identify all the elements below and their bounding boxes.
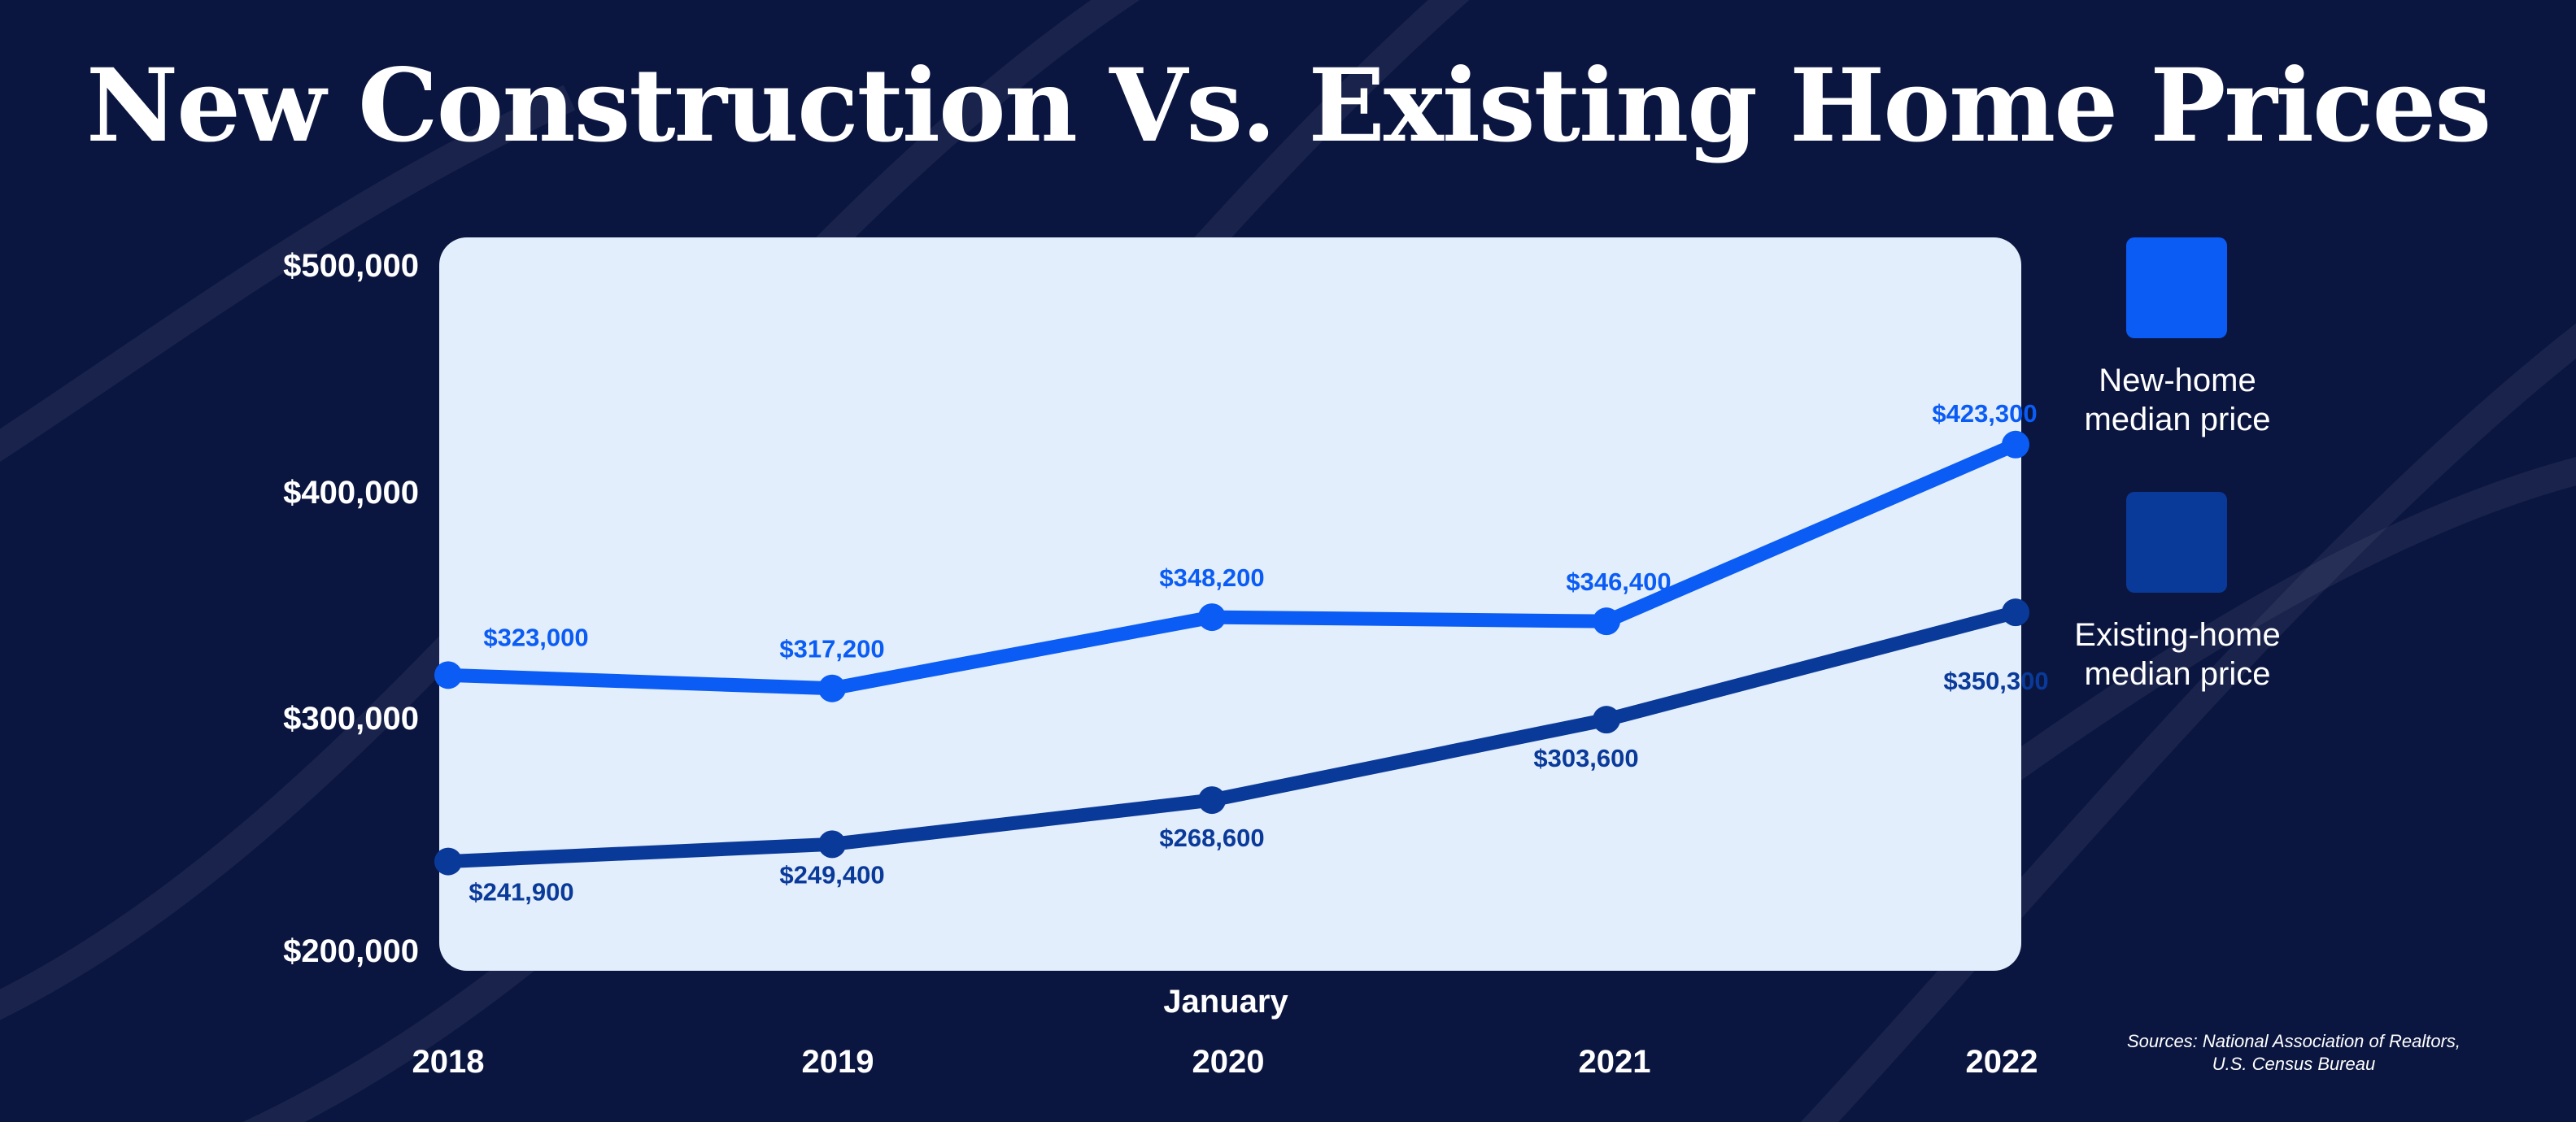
data-label: $346,400 bbox=[1566, 568, 1671, 596]
x-axis-label: January bbox=[1163, 984, 1288, 1020]
plot-area bbox=[439, 237, 2021, 971]
legend-label-existing-home: Existing-home median price bbox=[2031, 615, 2324, 694]
legend-label-line: median price bbox=[2084, 402, 2271, 437]
data-label: $423,300 bbox=[1932, 399, 2037, 428]
legend-swatch-new-home bbox=[2126, 237, 2227, 338]
legend-label-new-home: New-home median price bbox=[2031, 361, 2324, 439]
data-label: $249,400 bbox=[779, 860, 884, 889]
x-tick-label: 2019 bbox=[801, 1044, 874, 1080]
plot-layer: $241,900 $249,400 $268,600 $303,600 $350,300… bbox=[434, 399, 2049, 907]
source-note: Sources: National Association of Realtor… bbox=[2050, 1030, 2538, 1076]
x-tick-label: 2018 bbox=[412, 1044, 485, 1080]
x-tick-label: 2021 bbox=[1578, 1044, 1651, 1080]
data-point bbox=[2002, 598, 2029, 627]
source-line: Sources: National Association of Realtor… bbox=[2126, 1031, 2461, 1051]
data-point bbox=[1198, 603, 1226, 632]
legend-label-line: Existing-home bbox=[2074, 617, 2281, 653]
data-point bbox=[2002, 430, 2029, 459]
data-point bbox=[434, 847, 462, 876]
data-label: $350,300 bbox=[1943, 667, 2048, 695]
x-tick-label: 2022 bbox=[1965, 1044, 2038, 1080]
legend-label-line: median price bbox=[2084, 656, 2271, 692]
legend-label-line: New-home bbox=[2099, 363, 2256, 398]
data-point bbox=[1593, 607, 1620, 636]
data-point bbox=[1198, 786, 1226, 815]
data-label: $268,600 bbox=[1159, 824, 1264, 852]
data-point bbox=[818, 674, 846, 702]
chart-title: New Construction Vs. Existing Home Price… bbox=[85, 47, 2491, 165]
y-tick-label: $500,000 bbox=[283, 248, 419, 284]
data-label: $303,600 bbox=[1533, 744, 1638, 772]
y-tick-label: $200,000 bbox=[283, 933, 419, 969]
source-line: U.S. Census Bureau bbox=[2212, 1054, 2376, 1074]
data-point bbox=[434, 661, 462, 689]
data-point bbox=[818, 830, 846, 859]
data-point bbox=[1593, 706, 1620, 734]
data-label: $323,000 bbox=[483, 623, 588, 651]
data-label: $317,200 bbox=[779, 635, 884, 663]
y-tick-label: $400,000 bbox=[283, 475, 419, 511]
x-tick-label: 2020 bbox=[1192, 1044, 1265, 1080]
legend-swatch-existing-home bbox=[2126, 492, 2227, 593]
data-label: $241,900 bbox=[469, 878, 573, 907]
y-tick-label: $300,000 bbox=[283, 701, 419, 737]
data-label: $348,200 bbox=[1159, 563, 1264, 592]
